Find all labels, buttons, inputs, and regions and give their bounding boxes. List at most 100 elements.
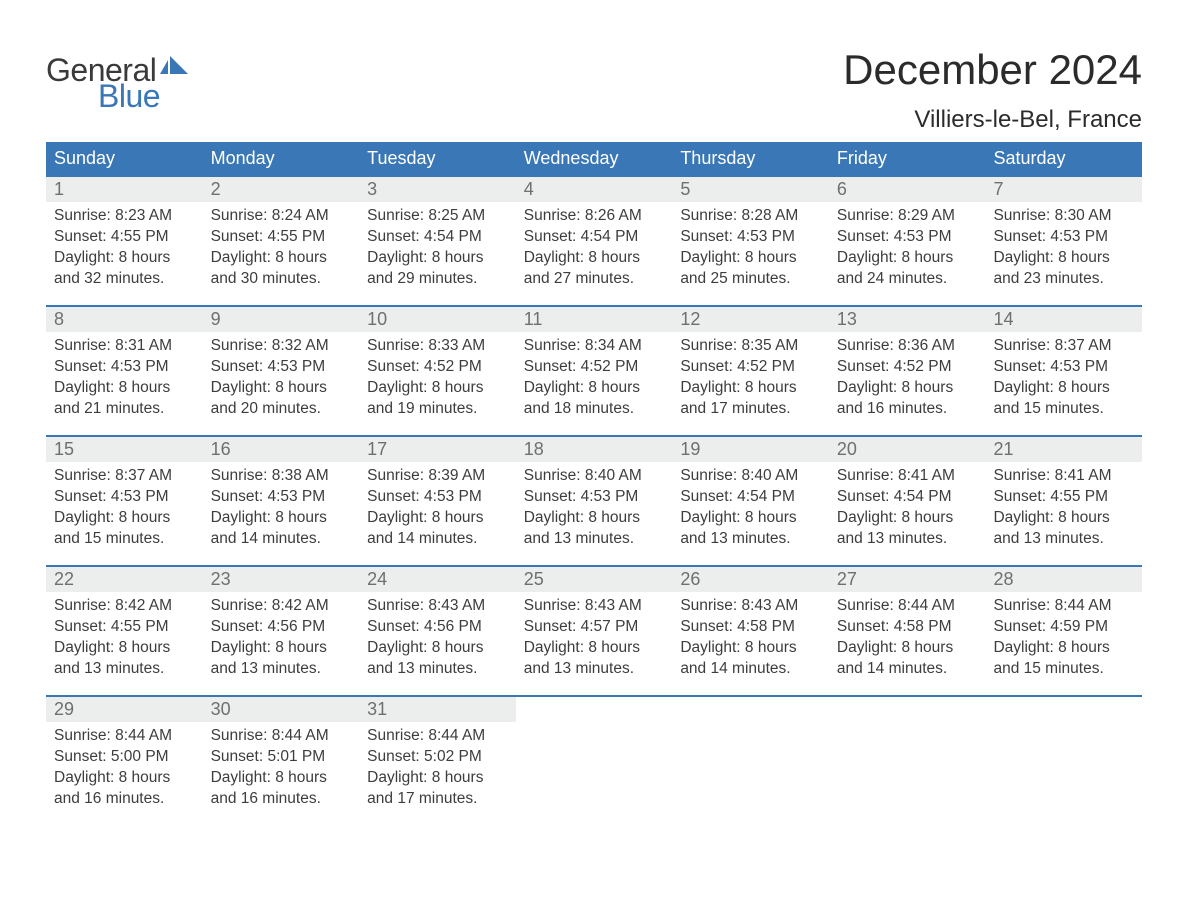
day-sunset: Sunset: 4:52 PM (367, 357, 508, 378)
day-details: Sunrise: 8:40 AMSunset: 4:53 PMDaylight:… (516, 462, 673, 560)
day-daylight1: Daylight: 8 hours (993, 508, 1134, 529)
day-details: Sunrise: 8:44 AMSunset: 5:02 PMDaylight:… (359, 722, 516, 820)
day-sunrise: Sunrise: 8:28 AM (680, 206, 821, 227)
day-number: 25 (516, 567, 673, 592)
day-daylight1: Daylight: 8 hours (993, 378, 1134, 399)
calendar-day: 27Sunrise: 8:44 AMSunset: 4:58 PMDayligh… (829, 567, 986, 695)
day-sunrise: Sunrise: 8:40 AM (680, 466, 821, 487)
day-details: Sunrise: 8:44 AMSunset: 5:00 PMDaylight:… (46, 722, 203, 820)
day-sunset: Sunset: 4:54 PM (837, 487, 978, 508)
day-sunrise: Sunrise: 8:37 AM (993, 336, 1134, 357)
location-label: Villiers-le-Bel, France (843, 106, 1142, 134)
day-daylight2: and 13 minutes. (524, 659, 665, 680)
day-details: Sunrise: 8:44 AMSunset: 4:59 PMDaylight:… (985, 592, 1142, 690)
day-sunrise: Sunrise: 8:44 AM (367, 726, 508, 747)
day-daylight2: and 15 minutes. (993, 659, 1134, 680)
day-sunrise: Sunrise: 8:25 AM (367, 206, 508, 227)
day-details: Sunrise: 8:42 AMSunset: 4:55 PMDaylight:… (46, 592, 203, 690)
day-sunset: Sunset: 4:58 PM (837, 617, 978, 638)
day-daylight2: and 14 minutes. (680, 659, 821, 680)
day-daylight1: Daylight: 8 hours (367, 248, 508, 269)
day-daylight2: and 14 minutes. (211, 529, 352, 550)
day-number: 28 (985, 567, 1142, 592)
day-number: 21 (985, 437, 1142, 462)
day-sunrise: Sunrise: 8:30 AM (993, 206, 1134, 227)
day-sunset: Sunset: 4:52 PM (837, 357, 978, 378)
day-daylight1: Daylight: 8 hours (524, 248, 665, 269)
day-details: Sunrise: 8:28 AMSunset: 4:53 PMDaylight:… (672, 202, 829, 300)
day-number: 16 (203, 437, 360, 462)
day-sunset: Sunset: 4:55 PM (54, 617, 195, 638)
day-daylight1: Daylight: 8 hours (367, 768, 508, 789)
day-sunrise: Sunrise: 8:42 AM (211, 596, 352, 617)
day-daylight1: Daylight: 8 hours (680, 638, 821, 659)
day-daylight1: Daylight: 8 hours (54, 378, 195, 399)
day-sunrise: Sunrise: 8:43 AM (680, 596, 821, 617)
day-daylight2: and 13 minutes. (524, 529, 665, 550)
day-sunset: Sunset: 4:53 PM (524, 487, 665, 508)
day-number: 31 (359, 697, 516, 722)
day-details: Sunrise: 8:43 AMSunset: 4:58 PMDaylight:… (672, 592, 829, 690)
day-daylight2: and 13 minutes. (54, 659, 195, 680)
day-sunrise: Sunrise: 8:44 AM (54, 726, 195, 747)
day-sunrise: Sunrise: 8:44 AM (837, 596, 978, 617)
day-daylight1: Daylight: 8 hours (993, 638, 1134, 659)
calendar-week: 1Sunrise: 8:23 AMSunset: 4:55 PMDaylight… (46, 175, 1142, 305)
day-number (672, 697, 829, 722)
calendar-day: 2Sunrise: 8:24 AMSunset: 4:55 PMDaylight… (203, 177, 360, 305)
calendar-day: 22Sunrise: 8:42 AMSunset: 4:55 PMDayligh… (46, 567, 203, 695)
day-daylight2: and 21 minutes. (54, 399, 195, 420)
day-sunset: Sunset: 5:02 PM (367, 747, 508, 768)
day-sunset: Sunset: 4:54 PM (524, 227, 665, 248)
title-block: December 2024 Villiers-le-Bel, France (843, 30, 1142, 134)
weekday-header: Monday (203, 142, 360, 175)
topbar: General Blue December 2024 Villiers-le-B… (46, 30, 1142, 134)
day-daylight1: Daylight: 8 hours (211, 638, 352, 659)
day-daylight2: and 29 minutes. (367, 269, 508, 290)
day-daylight1: Daylight: 8 hours (211, 378, 352, 399)
day-details: Sunrise: 8:26 AMSunset: 4:54 PMDaylight:… (516, 202, 673, 300)
day-details: Sunrise: 8:35 AMSunset: 4:52 PMDaylight:… (672, 332, 829, 430)
day-details: Sunrise: 8:29 AMSunset: 4:53 PMDaylight:… (829, 202, 986, 300)
day-sunrise: Sunrise: 8:37 AM (54, 466, 195, 487)
weekday-header: Tuesday (359, 142, 516, 175)
day-sunset: Sunset: 5:01 PM (211, 747, 352, 768)
day-sunset: Sunset: 4:53 PM (993, 357, 1134, 378)
day-sunrise: Sunrise: 8:43 AM (524, 596, 665, 617)
day-number: 27 (829, 567, 986, 592)
calendar-day: 21Sunrise: 8:41 AMSunset: 4:55 PMDayligh… (985, 437, 1142, 565)
day-details: Sunrise: 8:41 AMSunset: 4:54 PMDaylight:… (829, 462, 986, 560)
day-details: Sunrise: 8:44 AMSunset: 5:01 PMDaylight:… (203, 722, 360, 820)
day-sunrise: Sunrise: 8:35 AM (680, 336, 821, 357)
day-daylight2: and 16 minutes. (211, 789, 352, 810)
day-details: Sunrise: 8:37 AMSunset: 4:53 PMDaylight:… (46, 462, 203, 560)
day-details: Sunrise: 8:41 AMSunset: 4:55 PMDaylight:… (985, 462, 1142, 560)
calendar-day: 10Sunrise: 8:33 AMSunset: 4:52 PMDayligh… (359, 307, 516, 435)
day-daylight2: and 23 minutes. (993, 269, 1134, 290)
flag-icon (160, 56, 190, 80)
day-details: Sunrise: 8:23 AMSunset: 4:55 PMDaylight:… (46, 202, 203, 300)
calendar-week: 15Sunrise: 8:37 AMSunset: 4:53 PMDayligh… (46, 435, 1142, 565)
day-daylight1: Daylight: 8 hours (524, 378, 665, 399)
day-daylight1: Daylight: 8 hours (54, 248, 195, 269)
day-sunrise: Sunrise: 8:23 AM (54, 206, 195, 227)
calendar-day: 17Sunrise: 8:39 AMSunset: 4:53 PMDayligh… (359, 437, 516, 565)
day-daylight1: Daylight: 8 hours (837, 508, 978, 529)
day-daylight1: Daylight: 8 hours (54, 768, 195, 789)
day-daylight2: and 27 minutes. (524, 269, 665, 290)
day-number: 19 (672, 437, 829, 462)
day-number (985, 697, 1142, 722)
calendar-day-empty (516, 697, 673, 825)
day-daylight2: and 18 minutes. (524, 399, 665, 420)
calendar-week: 8Sunrise: 8:31 AMSunset: 4:53 PMDaylight… (46, 305, 1142, 435)
weekday-header: Thursday (672, 142, 829, 175)
calendar-week: 22Sunrise: 8:42 AMSunset: 4:55 PMDayligh… (46, 565, 1142, 695)
calendar-day: 29Sunrise: 8:44 AMSunset: 5:00 PMDayligh… (46, 697, 203, 825)
day-sunrise: Sunrise: 8:44 AM (993, 596, 1134, 617)
calendar-day: 19Sunrise: 8:40 AMSunset: 4:54 PMDayligh… (672, 437, 829, 565)
day-daylight2: and 30 minutes. (211, 269, 352, 290)
day-details: Sunrise: 8:33 AMSunset: 4:52 PMDaylight:… (359, 332, 516, 430)
day-sunset: Sunset: 4:53 PM (993, 227, 1134, 248)
day-daylight1: Daylight: 8 hours (367, 508, 508, 529)
day-number: 13 (829, 307, 986, 332)
